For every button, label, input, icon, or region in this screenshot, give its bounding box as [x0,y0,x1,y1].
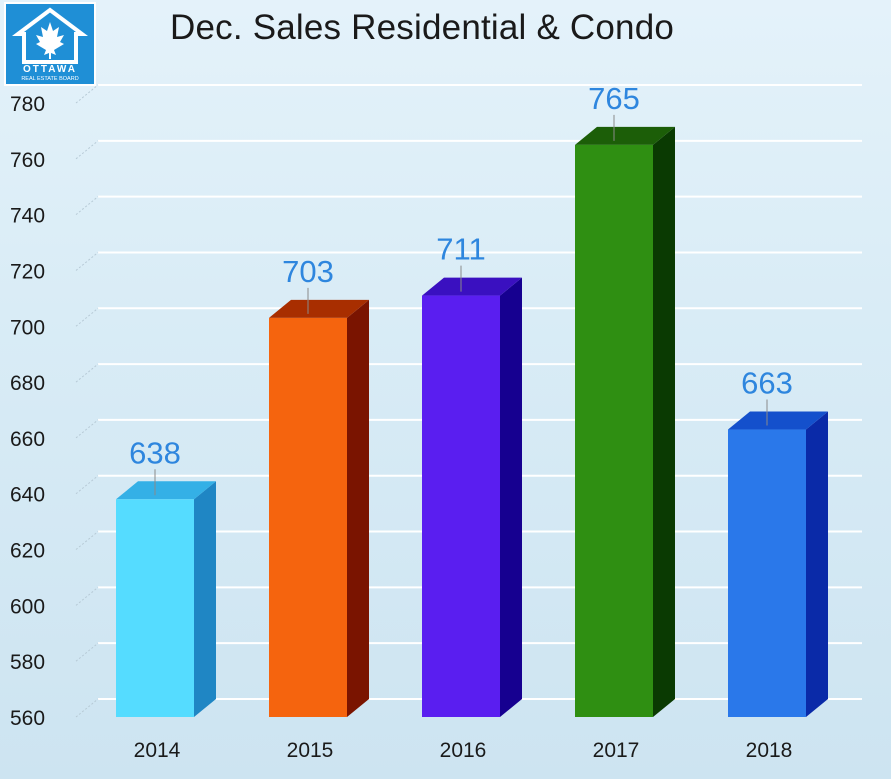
y-tick-label: 660 [10,428,45,451]
maple-leaf-house-icon: OTTAWA REAL ESTATE BOARD [12,7,88,82]
gridline-depth [75,307,99,327]
bar [269,317,347,717]
gridline-depth [75,252,99,271]
gridline-depth [75,475,99,495]
bar [422,295,500,717]
bar-side [500,277,522,717]
y-tick-label: 620 [10,540,45,563]
bar-side [194,481,216,717]
gridline-depth [75,84,99,104]
ottawa-real-estate-board-logo: OTTAWA REAL ESTATE BOARD [4,2,96,86]
x-tick-label: 2016 [440,739,487,762]
data-label: 638 [129,435,181,470]
gridline-depth [75,419,99,439]
bar-top [422,277,522,296]
bar-top [575,126,675,145]
gridline-depth [75,531,99,550]
x-tick-label: 2014 [134,739,181,762]
bar-top [116,481,216,500]
gridline-depth [75,140,99,160]
bar [116,499,194,717]
gridline-depth [75,196,99,216]
data-label: 703 [282,254,334,289]
y-tick-label: 640 [10,484,45,507]
y-tick-label: 700 [10,316,45,339]
gridline-depth [75,698,99,718]
bar [728,429,806,717]
data-label: 663 [741,366,793,401]
svg-text:OTTAWA: OTTAWA [23,64,77,75]
bar-side [653,126,675,717]
bar-side [806,411,828,717]
gridline-depth [75,586,99,606]
y-tick-label: 780 [10,93,45,116]
bar-top [728,411,828,430]
chart-title: Dec. Sales Residential & Condo [170,8,675,47]
gridline-depth [75,363,99,383]
x-tick-label: 2018 [746,739,793,762]
y-tick-label: 740 [10,205,45,228]
x-tick-label: 2015 [287,739,334,762]
data-label: 711 [436,232,485,267]
gridline-depth [75,642,99,662]
bar [575,144,653,717]
y-tick-label: 720 [10,260,45,283]
y-tick-label: 760 [10,149,45,172]
y-tick-label: 580 [10,651,45,674]
bar-top [269,299,369,318]
svg-text:REAL ESTATE BOARD: REAL ESTATE BOARD [21,76,78,82]
y-tick-label: 680 [10,372,45,395]
y-tick-label: 560 [10,707,45,730]
data-label: 765 [588,81,640,116]
x-tick-label: 2017 [593,739,640,762]
bar-side [347,299,369,717]
y-tick-label: 600 [10,595,45,618]
